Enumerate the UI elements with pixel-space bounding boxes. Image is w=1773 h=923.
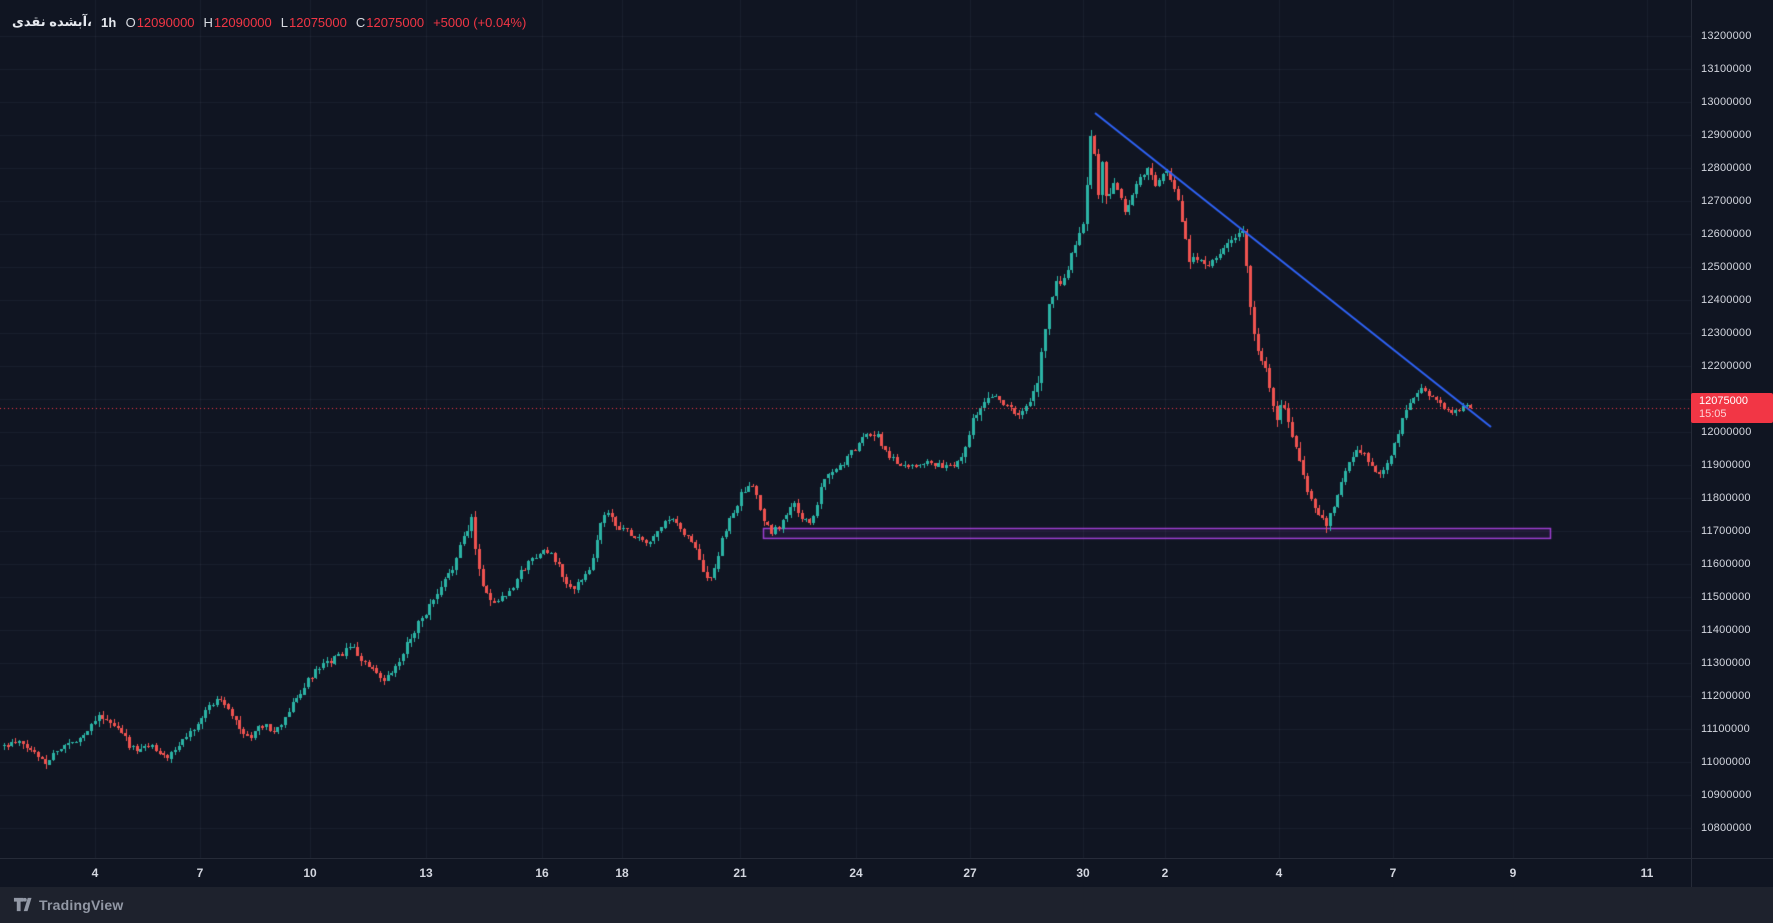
price-tick-label: 12900000 [1701, 129, 1752, 142]
last-price-value: 12075000 [1699, 394, 1748, 407]
last-price-label: 12075000 15:05 [1691, 392, 1773, 423]
price-tick-label: 11700000 [1701, 525, 1751, 538]
interval-label[interactable]: 1h [100, 14, 117, 30]
legend[interactable]: آبشده نقدی، 1h O 12090000 H 12090000 L 1… [12, 12, 526, 32]
tradingview-attribution[interactable]: TradingView [13, 895, 123, 914]
time-tick-label: 4 [91, 866, 99, 880]
symbol-name[interactable]: آبشده نقدی، [12, 14, 92, 29]
time-tick-label: 27 [963, 866, 977, 880]
time-tick-label: 2 [1161, 866, 1169, 880]
legend-close: C 12075000 [355, 14, 425, 30]
price-tick-label: 13200000 [1701, 30, 1752, 43]
tradingview-attribution-text[interactable]: TradingView [39, 896, 124, 913]
bottom-toolbar: TradingView [0, 887, 1773, 923]
time-tick-label: 21 [733, 866, 747, 880]
price-tick-label: 10800000 [1701, 822, 1752, 835]
price-tick-label: 12800000 [1701, 162, 1752, 175]
time-tick-label: 11 [1640, 866, 1654, 880]
time-tick-label: 4 [1275, 866, 1283, 880]
axis-corner [1691, 858, 1773, 888]
price-tick-label: 12400000 [1701, 294, 1752, 307]
legend-low: L 12075000 [280, 14, 347, 30]
price-tick-label: 12200000 [1701, 360, 1752, 373]
time-tick-label: 18 [615, 866, 629, 880]
price-axis[interactable]: 13200000 13100000 13000000 12900000 12800000… [1691, 0, 1773, 858]
price-tick-label: 12700000 [1701, 195, 1752, 208]
legend-change: +5000 (+0.04%) [433, 14, 527, 30]
legend-open: O 12090000 [125, 14, 195, 30]
price-tick-label: 11100000 [1701, 723, 1750, 736]
price-tick-label: 11800000 [1701, 492, 1751, 505]
price-tick-label: 11300000 [1701, 657, 1751, 670]
price-tick-label: 11000000 [1701, 756, 1751, 769]
bar-countdown: 15:05 [1699, 407, 1727, 420]
price-tick-label: 12500000 [1701, 261, 1752, 274]
time-tick-label: 24 [849, 866, 863, 880]
price-tick-label: 13000000 [1701, 96, 1752, 109]
price-tick-label: 12300000 [1701, 327, 1752, 340]
price-tick-label: 12600000 [1701, 228, 1752, 241]
time-tick-label: 13 [419, 866, 433, 880]
price-tick-label: 10900000 [1701, 789, 1752, 802]
tradingview-logo-icon[interactable] [13, 895, 32, 914]
price-tick-label: 12000000 [1701, 426, 1752, 439]
time-tick-label: 10 [303, 866, 317, 880]
time-axis[interactable]: 4 7 10 13 16 18 21 24 27 30 2 4 7 9 11 [0, 858, 1691, 888]
time-tick-label: 30 [1076, 866, 1090, 880]
time-tick-label: 9 [1509, 866, 1517, 880]
price-tick-label: 13100000 [1701, 63, 1752, 76]
time-tick-label: 16 [535, 866, 549, 880]
price-tick-label: 11500000 [1701, 591, 1751, 604]
candlestick-chart[interactable] [0, 0, 1691, 858]
chart-pane[interactable]: آبشده نقدی، 1h O 12090000 H 12090000 L 1… [0, 0, 1691, 858]
price-tick-label: 11600000 [1701, 558, 1751, 571]
price-tick-label: 11200000 [1701, 690, 1751, 703]
price-tick-label: 11400000 [1701, 624, 1751, 637]
legend-high: H 12090000 [203, 14, 272, 30]
time-tick-label: 7 [1389, 866, 1397, 880]
price-tick-label: 11900000 [1701, 459, 1751, 472]
time-tick-label: 7 [196, 866, 204, 880]
